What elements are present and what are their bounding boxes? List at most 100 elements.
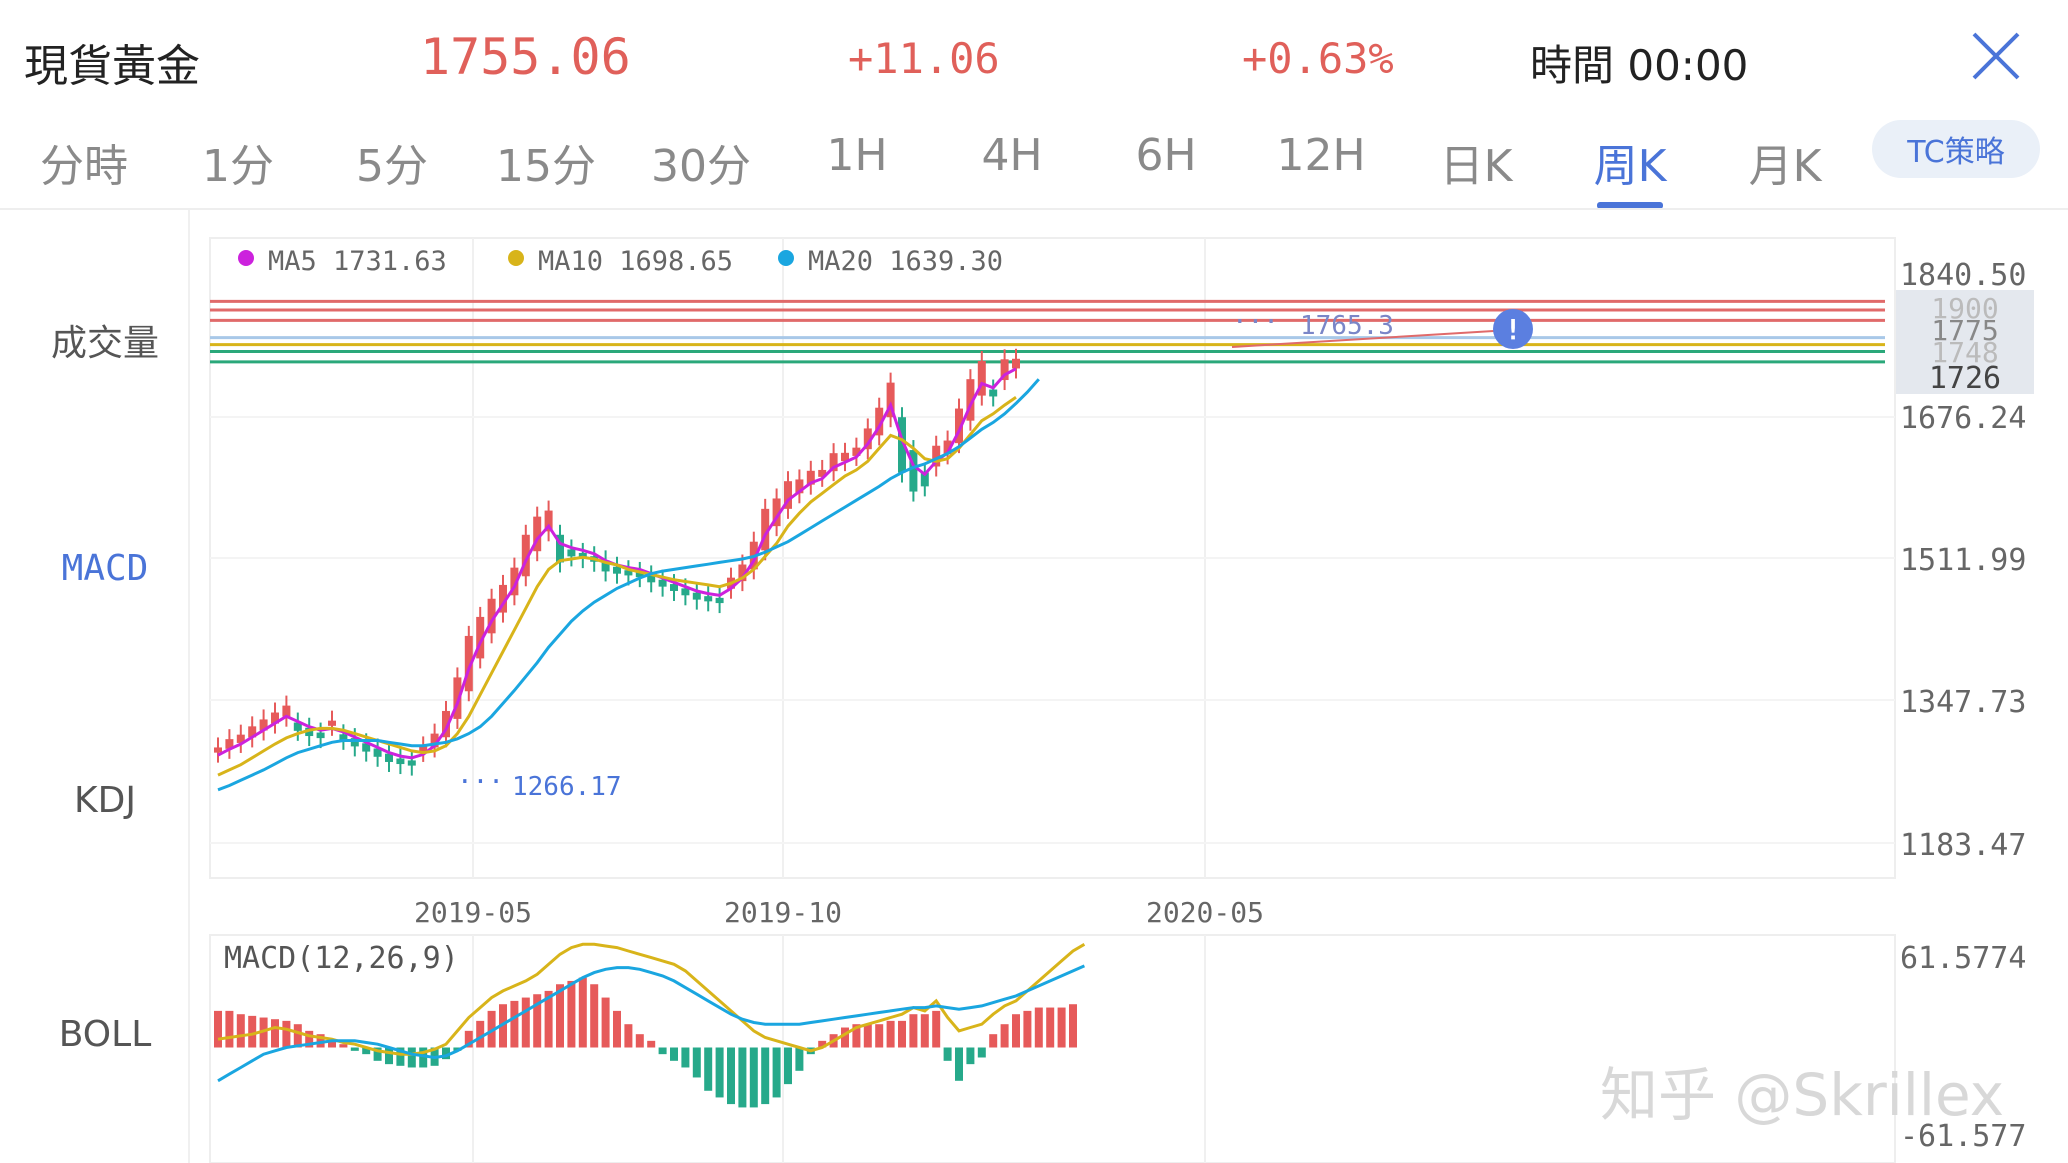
indicator-boll[interactable]: BOLL — [58, 1014, 152, 1055]
candle-body — [510, 567, 519, 596]
price-axis-label: 1840.50 — [1900, 258, 2026, 293]
ma-line-ma20 — [217, 378, 1040, 792]
timeframe-tabs: 分時 1分 5分 15分 30分 1H 4H 6H 12H 日K 周K 月K T… — [0, 120, 2068, 210]
macd-bar — [1069, 1004, 1077, 1048]
macd-bar — [852, 1024, 861, 1048]
macd-bar — [419, 1047, 428, 1068]
macd-bar — [1034, 1007, 1043, 1048]
candle-body — [305, 727, 314, 737]
candle-body — [943, 440, 952, 455]
macd-bar — [920, 1014, 929, 1048]
tab-timeshare[interactable]: 分時 — [40, 141, 128, 192]
macd-bar — [658, 1047, 667, 1055]
macd-bar — [1046, 1007, 1055, 1048]
tab-daily[interactable]: 日K — [1439, 141, 1513, 192]
macd-bar — [681, 1047, 690, 1068]
tc-strategy-button[interactable]: TC策略 — [1872, 120, 2040, 178]
macd-bar — [510, 1000, 519, 1048]
macd-bar — [863, 1024, 872, 1048]
tab-monthly[interactable]: 月K — [1748, 141, 1822, 192]
tab-12h[interactable]: 12H — [1276, 130, 1366, 181]
macd-bar — [556, 984, 564, 1048]
candle-body — [396, 758, 405, 765]
candle-body — [487, 598, 496, 634]
ma10-legend: MA10 1698.65 — [538, 246, 733, 277]
candles — [214, 348, 1020, 776]
tab-weekly[interactable]: 周K — [1593, 141, 1667, 192]
tab-5min[interactable]: 5分 — [356, 141, 428, 192]
indicator-volume[interactable]: 成交量 — [50, 323, 160, 364]
tab-15min[interactable]: 15分 — [496, 141, 596, 192]
macd-bar — [567, 980, 576, 1048]
macd-bar — [350, 1047, 359, 1051]
close-icon[interactable] — [1968, 28, 2024, 84]
macd-bar — [955, 1047, 963, 1081]
candle-body — [601, 560, 610, 572]
macd-bar — [362, 1047, 371, 1055]
candle-body — [362, 743, 371, 752]
candle-body — [898, 417, 906, 473]
macd-bar — [236, 1014, 245, 1048]
macd-bar — [339, 1044, 348, 1048]
candle-body — [624, 570, 633, 576]
candle-body — [236, 734, 245, 743]
tab-1min[interactable]: 1分 — [202, 141, 274, 192]
macd-bar — [590, 984, 599, 1048]
tab-30min[interactable]: 30分 — [651, 141, 751, 192]
price-axis-label: 1347.73 — [1900, 685, 2026, 720]
candle-body — [259, 719, 268, 731]
candle-body — [829, 453, 838, 472]
level-tag-1900: 1900 — [1931, 292, 1998, 325]
candle-body — [521, 534, 530, 577]
macd-bar — [328, 1039, 336, 1048]
candle-body — [955, 408, 963, 444]
macd-bar — [966, 1047, 975, 1065]
low-marker-value: 1266.17 — [512, 772, 622, 802]
candle-body — [442, 710, 450, 738]
indicator-kdj[interactable]: KDJ — [74, 780, 136, 821]
ma5-legend: MA5 1731.63 — [268, 246, 447, 277]
macd-bar — [795, 1047, 804, 1071]
candle-body — [339, 734, 348, 740]
macd-bar — [943, 1047, 952, 1061]
ma-line-ma10 — [217, 396, 1017, 777]
level-tag-box — [1896, 290, 2034, 394]
macd-bar — [715, 1047, 724, 1098]
candle-body — [795, 479, 804, 494]
header-divider — [0, 208, 2068, 210]
macd-bar — [305, 1030, 314, 1048]
macd-bar — [407, 1047, 416, 1068]
alert-line — [1231, 329, 1511, 348]
macd-bar — [271, 1019, 279, 1048]
macd-bar — [898, 1020, 906, 1048]
high-marker-dots: ··· — [1232, 307, 1279, 337]
candle-body — [225, 739, 234, 749]
macd-bar — [624, 1024, 633, 1048]
macd-bar — [886, 1020, 895, 1048]
macd-bar — [1023, 1010, 1032, 1048]
price-axis-label: 1676.24 — [1900, 401, 2026, 436]
low-marker-dots: ··· — [457, 767, 504, 797]
candle-body — [282, 705, 291, 717]
tab-6h[interactable]: 6H — [1135, 130, 1197, 181]
macd-bar — [578, 977, 587, 1048]
watermark-text: 知乎 @Skrillex — [1600, 1061, 2005, 1129]
macd-bar — [373, 1047, 382, 1061]
candle-body — [567, 549, 576, 557]
candle-body — [761, 508, 770, 551]
macd-bar — [1057, 1007, 1066, 1048]
macd-bar — [909, 1014, 918, 1048]
candle-body — [214, 747, 222, 753]
macd-plot-frame — [209, 934, 1896, 1163]
indicator-macd[interactable]: MACD — [61, 548, 149, 589]
candle-body — [886, 382, 895, 418]
macd-bar — [282, 1020, 291, 1048]
candle-body — [658, 579, 667, 587]
tab-4h[interactable]: 4H — [981, 130, 1043, 181]
tab-1h[interactable]: 1H — [826, 130, 888, 181]
date-axis-label: 2020-05 — [1146, 896, 1264, 929]
macd-bar — [727, 1047, 735, 1105]
price-axis-label: 1183.47 — [1900, 828, 2026, 863]
candle-body — [715, 597, 724, 604]
